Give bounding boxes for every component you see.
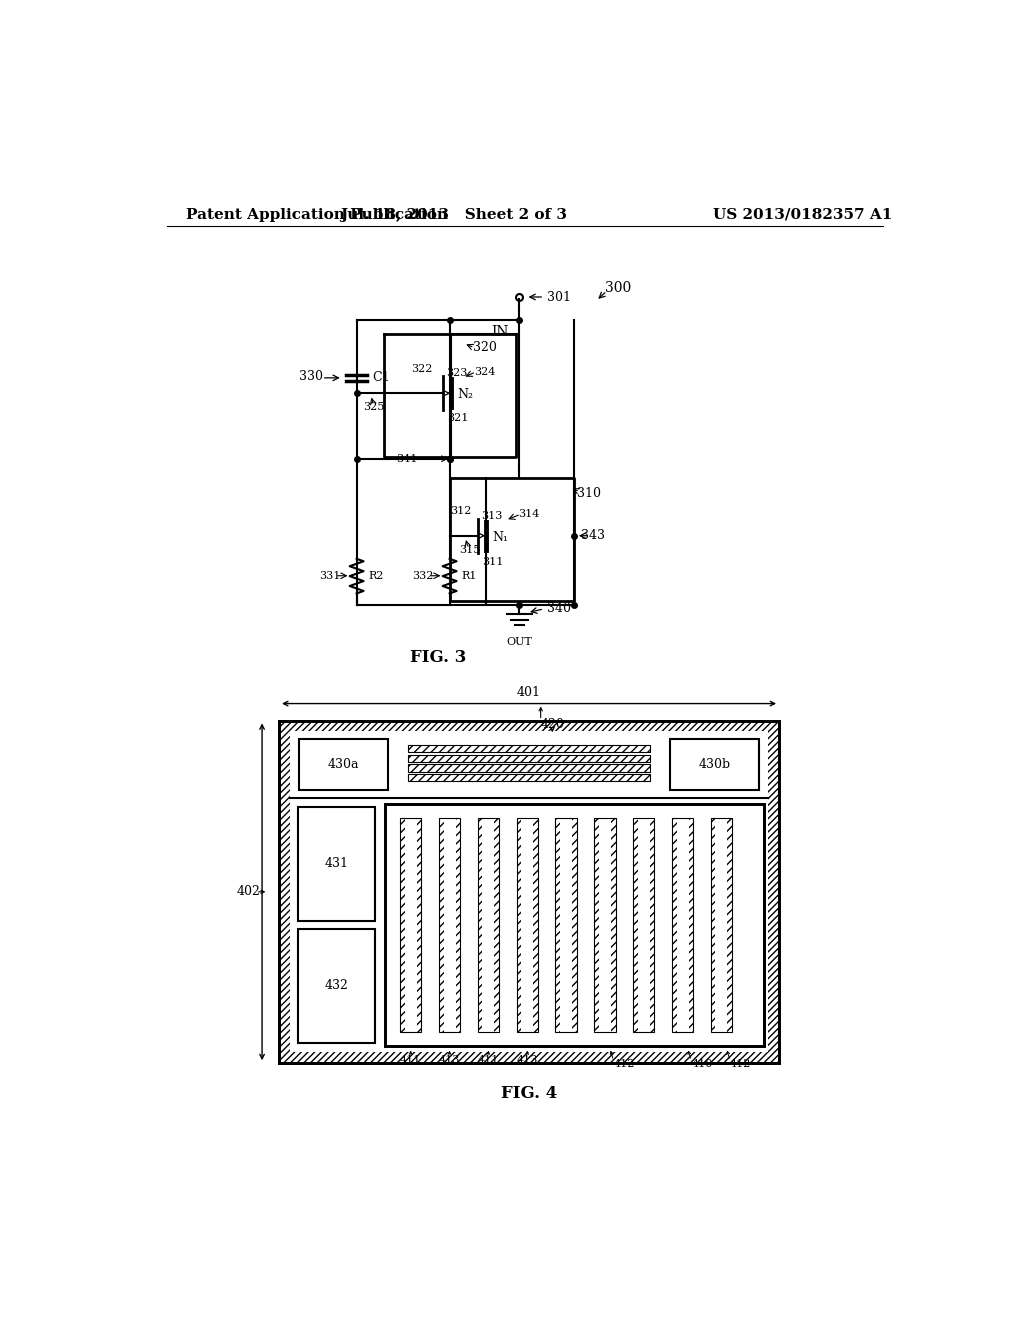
Text: Patent Application Publication: Patent Application Publication (186, 207, 449, 222)
Bar (649, 818, 654, 1032)
Bar (534, 818, 538, 1032)
Text: 402: 402 (237, 886, 260, 899)
Text: R2: R2 (369, 570, 384, 581)
Text: 311: 311 (482, 557, 504, 566)
Text: 411: 411 (477, 1055, 499, 1065)
Bar (555, 818, 577, 1032)
Bar (385, 804, 764, 1047)
Text: 332: 332 (413, 570, 434, 581)
Bar (670, 739, 759, 789)
Text: 314: 314 (518, 510, 540, 519)
Text: 315: 315 (459, 545, 480, 554)
Bar (385, 804, 764, 1047)
Bar (385, 804, 764, 1047)
Text: 401: 401 (517, 685, 541, 698)
Text: N₂: N₂ (458, 388, 473, 401)
Bar (633, 818, 654, 1032)
Bar (672, 818, 693, 1032)
Bar (294, 797, 379, 1052)
Text: R1: R1 (461, 570, 476, 581)
Bar (280, 721, 779, 1063)
Bar (516, 818, 521, 1032)
Text: 412: 412 (613, 1059, 635, 1069)
Bar (280, 721, 779, 731)
Text: OUT: OUT (507, 638, 532, 647)
Text: 411: 411 (400, 1055, 422, 1065)
Bar (396, 814, 754, 1035)
Bar (516, 818, 538, 1032)
Text: US 2013/0182357 A1: US 2013/0182357 A1 (713, 207, 892, 222)
Text: Jul. 18, 2013   Sheet 2 of 3: Jul. 18, 2013 Sheet 2 of 3 (340, 207, 567, 222)
Text: 310: 310 (578, 487, 601, 500)
Bar (439, 818, 443, 1032)
Text: 431: 431 (325, 858, 348, 870)
Bar (572, 818, 577, 1032)
Text: C1: C1 (372, 371, 390, 384)
Text: 413: 413 (516, 1055, 538, 1065)
Bar (711, 818, 732, 1032)
Text: 321: 321 (447, 413, 469, 422)
Bar (456, 818, 460, 1032)
Bar (727, 818, 732, 1032)
Bar (495, 818, 499, 1032)
Bar (400, 818, 404, 1032)
Text: 341: 341 (395, 454, 417, 463)
Text: FIG. 4: FIG. 4 (501, 1085, 557, 1102)
Bar (711, 818, 716, 1032)
Bar (672, 818, 677, 1032)
Bar (400, 818, 422, 1032)
Bar (478, 818, 499, 1032)
Bar (417, 818, 422, 1032)
Text: 340: 340 (547, 602, 570, 615)
Bar (633, 818, 638, 1032)
Bar (555, 818, 560, 1032)
Text: 412: 412 (730, 1059, 752, 1069)
Text: 330: 330 (299, 370, 323, 383)
Bar (408, 764, 650, 772)
Text: 420: 420 (541, 718, 564, 731)
Bar (290, 731, 768, 1052)
Text: 325: 325 (362, 403, 384, 412)
Text: 343: 343 (582, 529, 605, 543)
Text: FIG. 3: FIG. 3 (410, 649, 466, 665)
Bar (611, 818, 615, 1032)
Text: 301: 301 (547, 290, 570, 304)
Bar (298, 929, 375, 1043)
Bar (688, 818, 693, 1032)
Text: 320: 320 (473, 342, 497, 354)
Text: 430b: 430b (698, 758, 730, 771)
Text: 322: 322 (411, 363, 432, 374)
Bar (594, 818, 599, 1032)
Bar (408, 774, 650, 781)
Bar (408, 755, 650, 762)
Text: N₁: N₁ (493, 531, 508, 544)
Text: 432: 432 (325, 979, 348, 993)
Text: 312: 312 (451, 506, 472, 516)
Text: 323: 323 (445, 368, 467, 379)
Text: 324: 324 (474, 367, 496, 376)
Bar (478, 818, 482, 1032)
Bar (280, 721, 779, 1063)
Bar (408, 744, 650, 752)
Text: 430a: 430a (328, 758, 359, 771)
Bar (439, 818, 460, 1032)
Text: 413: 413 (439, 1055, 460, 1065)
Text: 410: 410 (691, 1059, 713, 1069)
Text: 331: 331 (319, 570, 341, 581)
Bar (298, 807, 375, 921)
Text: 300: 300 (604, 281, 631, 294)
Bar (299, 739, 388, 789)
Text: 313: 313 (481, 511, 503, 521)
Text: IN: IN (492, 326, 509, 339)
Bar (594, 818, 615, 1032)
